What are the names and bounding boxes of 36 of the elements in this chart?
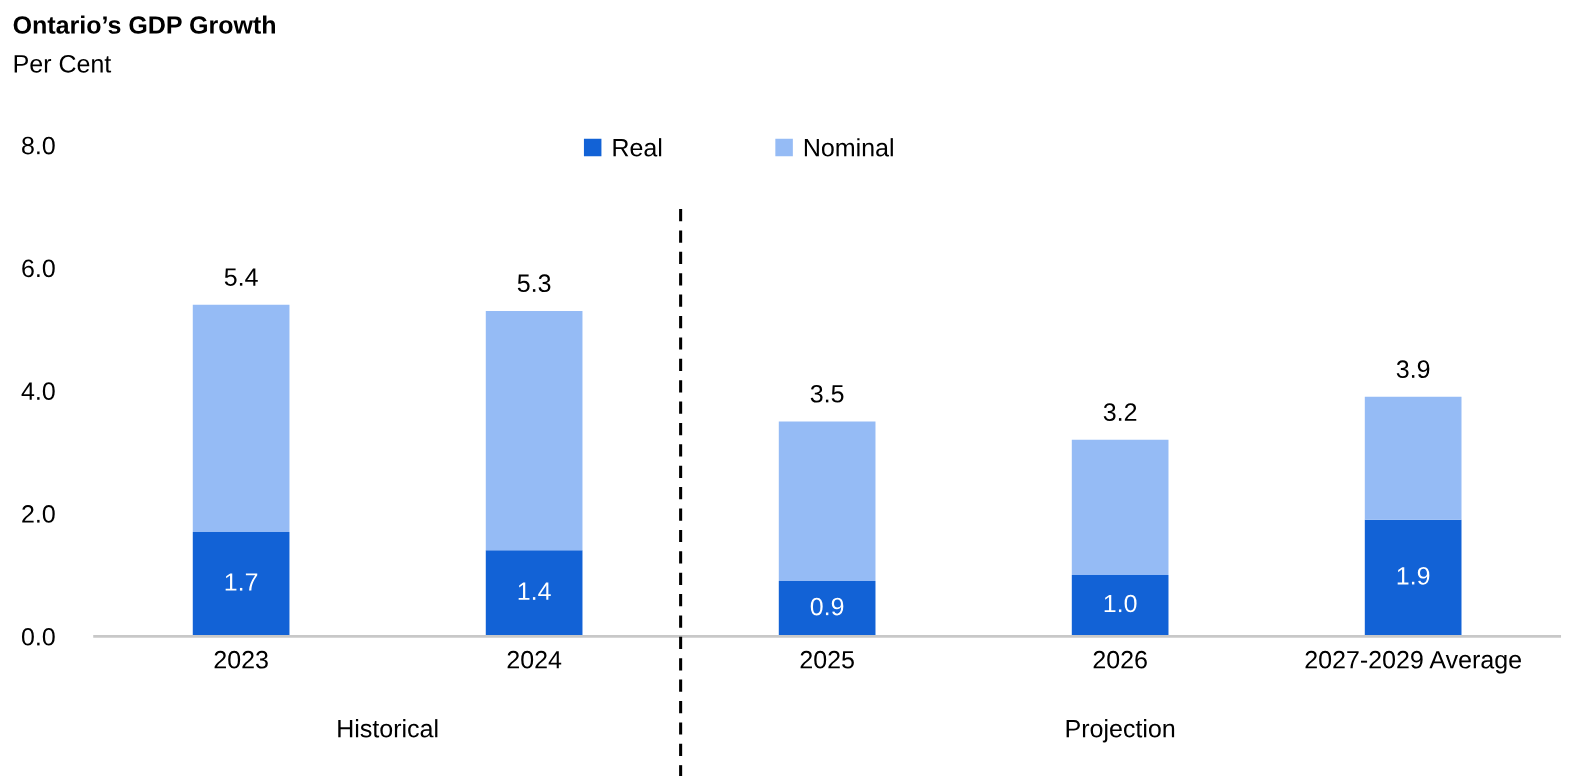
total-label: 3.9 xyxy=(1396,360,1430,379)
y-tick-label: 6.0 xyxy=(22,259,55,278)
data-label: 1.0 xyxy=(1104,594,1137,613)
x-tick-label: 2024 xyxy=(507,650,562,669)
legend-label: Nominal xyxy=(804,138,893,157)
x-tick-label: 2023 xyxy=(214,650,268,669)
total-label: 5.4 xyxy=(224,268,258,286)
bar xyxy=(778,421,876,582)
x-tick-label: 2027-2029 Average xyxy=(1305,650,1521,674)
text: Historical xyxy=(338,719,438,738)
bar xyxy=(192,304,290,532)
bar xyxy=(1364,396,1462,520)
bar xyxy=(1071,439,1169,575)
y-tick-label: 8.0 xyxy=(22,136,55,155)
bar xyxy=(1071,574,1169,637)
bar xyxy=(485,550,583,637)
total-label: 5.3 xyxy=(517,274,551,293)
total-label: 3.5 xyxy=(810,384,844,403)
chart-title: Ontario’s GDP Growth xyxy=(13,15,275,34)
data-label: 1.9 xyxy=(1397,567,1430,585)
x-tick-label: 2026 xyxy=(1093,650,1147,669)
bar xyxy=(485,310,583,551)
chart-subtitle: Per Cent xyxy=(14,54,112,73)
data-label: 0.9 xyxy=(810,597,844,616)
y-tick-label: 0.0 xyxy=(21,627,55,646)
total-label: 3.2 xyxy=(1103,403,1137,422)
bar xyxy=(1364,519,1462,637)
legend-label: Real xyxy=(613,138,662,157)
x-tick-label: 2025 xyxy=(800,650,854,669)
y-tick-label: 2.0 xyxy=(22,505,55,523)
text: Projection xyxy=(1066,719,1175,743)
bar xyxy=(192,531,290,637)
y-tick-label: 4.0 xyxy=(21,382,55,401)
data-label: 1.7 xyxy=(225,573,258,591)
data-label: 1.4 xyxy=(518,582,551,600)
bar xyxy=(778,581,876,637)
